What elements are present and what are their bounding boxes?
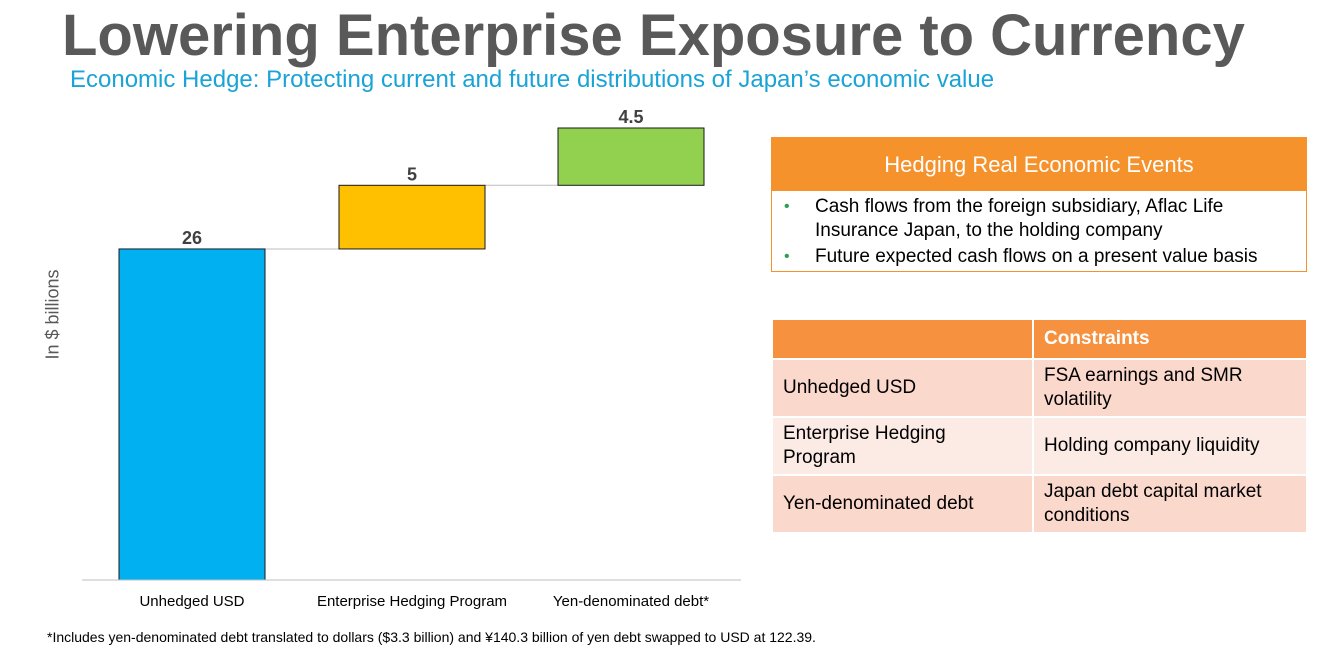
page-title: Lowering Enterprise Exposure to Currency — [62, 3, 1245, 68]
table-header-row: Constraints — [771, 318, 1308, 360]
bullet-icon: • — [784, 198, 790, 215]
bar-3 — [557, 127, 705, 186]
hedging-events-box: Hedging Real Economic Events • Cash flow… — [771, 137, 1307, 272]
hedging-list-item: • Cash flows from the foreign subsidiary… — [772, 195, 1306, 243]
category-labels-group: Unhedged USD Enterprise Hedging Program Ye… — [139, 593, 709, 610]
bars-group — [118, 127, 705, 581]
hedging-list: • Cash flows from the foreign subsidiary… — [772, 191, 1306, 269]
bar-value-label: 26 — [182, 228, 202, 248]
table-cell-hedge: Unhedged USD — [771, 358, 1034, 418]
bar-value-label: 5 — [407, 164, 417, 184]
table-cell-constraint: FSA earnings and SMR volatility — [1032, 358, 1308, 418]
category-label: Unhedged USD — [139, 593, 244, 610]
hedging-box-header: Hedging Real Economic Events — [772, 138, 1306, 191]
page-subtitle: Economic Hedge: Protecting current and f… — [70, 66, 995, 93]
bar-1 — [118, 248, 266, 581]
bullet-icon: • — [784, 248, 790, 265]
table-cell-constraint: Japan debt capital market conditions — [1032, 474, 1308, 534]
table-row: Yen-denominated debt Japan debt capital … — [771, 474, 1308, 534]
hedging-list-item: • Future expected cash flows on a presen… — [772, 245, 1306, 269]
table-header-empty — [771, 318, 1034, 360]
footnote: *Includes yen-denominated debt translate… — [47, 629, 816, 645]
hedging-item-text: Future expected cash flows on a present … — [815, 246, 1258, 267]
table-header-constraints: Constraints — [1032, 318, 1308, 360]
constraints-table: Constraints Unhedged USD FSA earnings an… — [771, 318, 1308, 534]
bar-value-label: 4.5 — [618, 107, 643, 127]
connector-lines — [265, 184, 558, 250]
table-row: Enterprise Hedging Program Holding compa… — [771, 416, 1308, 476]
category-label: Enterprise Hedging Program — [317, 593, 507, 610]
table-row: Unhedged USD FSA earnings and SMR volati… — [771, 358, 1308, 418]
value-labels-group: 26 5 4.5 — [182, 107, 644, 248]
table-cell-constraint: Holding company liquidity — [1032, 416, 1308, 476]
waterfall-chart: 26 5 4.5 Unhedged USD Enterprise Hedging Pr… — [82, 107, 741, 610]
table-cell-hedge: Yen-denominated debt — [771, 474, 1034, 534]
hedging-item-text: Cash flows from the foreign subsidiary, … — [815, 196, 1224, 241]
table-cell-hedge: Enterprise Hedging Program — [771, 416, 1034, 476]
bar-2 — [338, 184, 486, 250]
category-label: Yen-denominated debt* — [553, 593, 709, 610]
